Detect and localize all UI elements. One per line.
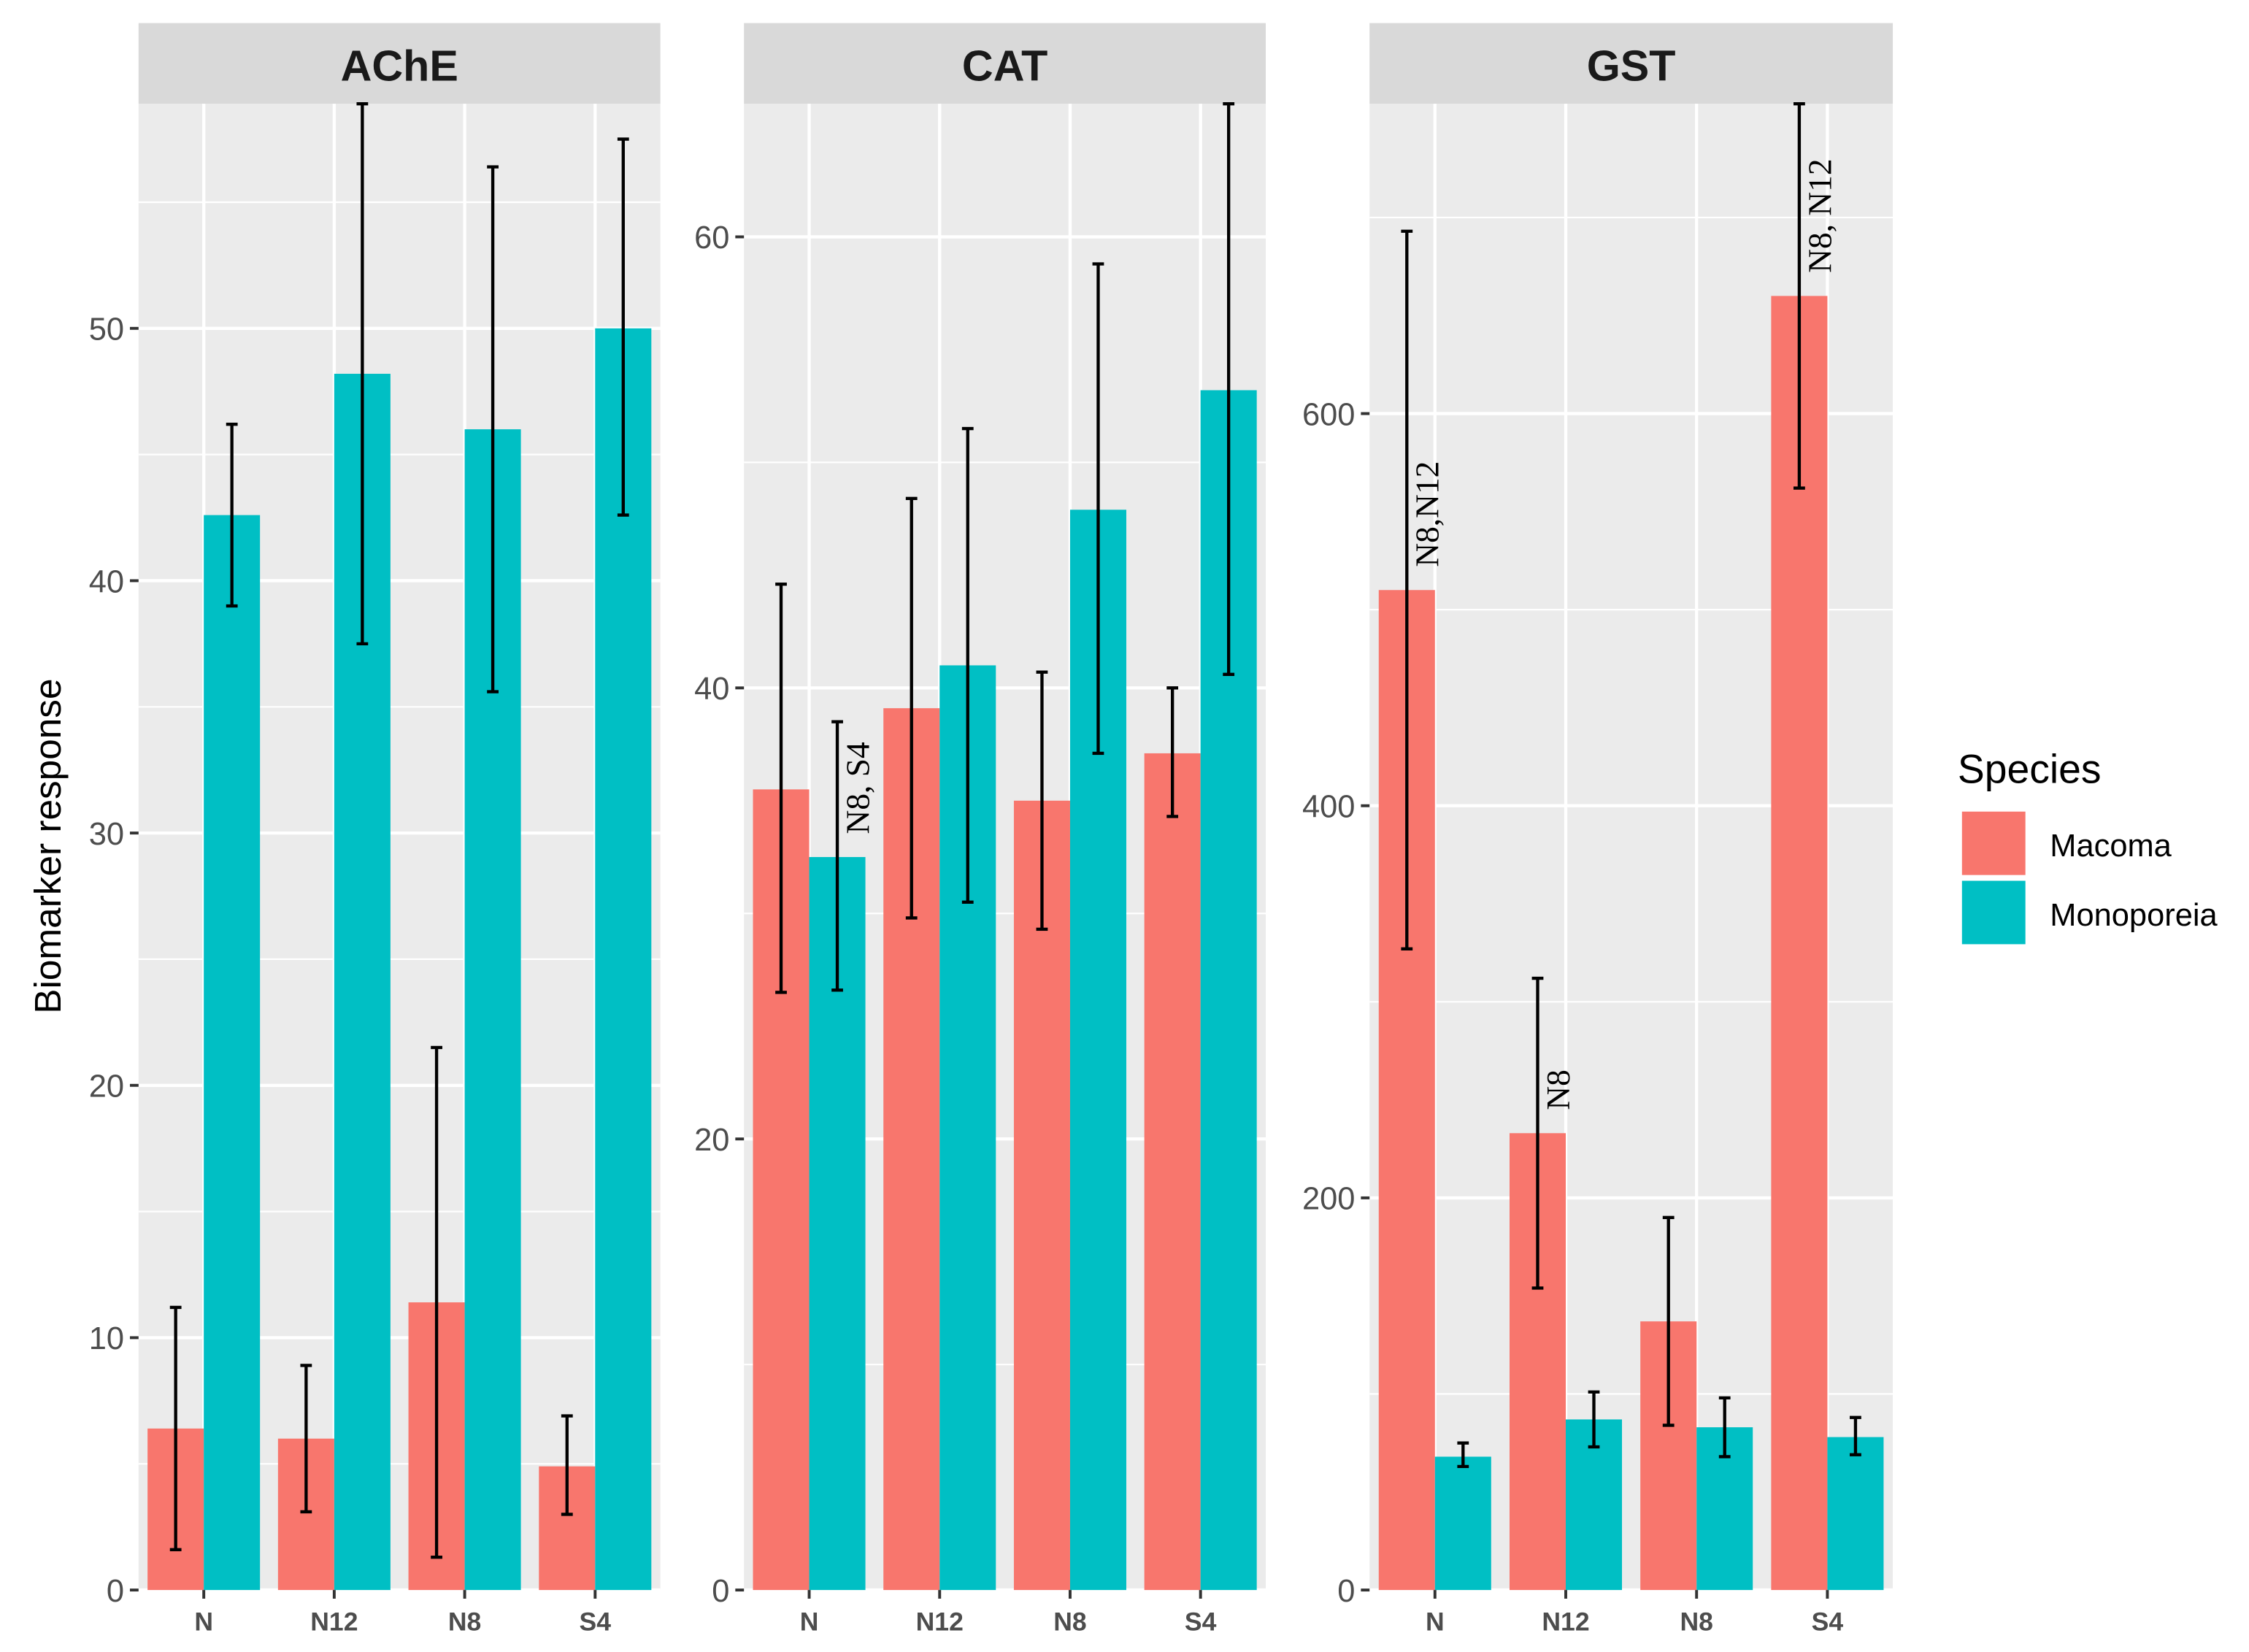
y-tick-label: 50 xyxy=(89,312,124,347)
legend-key-monoporeia xyxy=(1961,880,2026,945)
panel-cat: CAT 0 20 40 60 N8, S4 N N12 N8 S4 xyxy=(694,23,1266,1636)
error-bar-monoporeia-n12 xyxy=(961,426,974,904)
error-bar-macoma-n8 xyxy=(1036,670,1048,931)
x-tick-label: N12 xyxy=(310,1607,358,1636)
y-axis-label: Biomarker response xyxy=(27,678,69,1013)
error-bar-macoma-n12 xyxy=(905,496,918,920)
bar-monoporeia-n xyxy=(204,515,261,1591)
x-tick-label: N xyxy=(194,1607,213,1636)
error-bar-monoporeia-s4 xyxy=(1223,102,1235,676)
error-bar-monoporeia-n12 xyxy=(1588,1390,1600,1449)
error-bar-monoporeia-s4 xyxy=(1850,1415,1861,1456)
legend-title: Species xyxy=(1958,746,2102,791)
error-bar-monoporeia-n xyxy=(226,422,238,608)
x-tick-label: N8 xyxy=(448,1607,481,1636)
y-tick-label: 20 xyxy=(89,1069,124,1104)
y-tick-label: 600 xyxy=(1302,397,1355,432)
x-tick-label: N12 xyxy=(916,1607,964,1636)
error-bar-macoma-n xyxy=(1401,229,1413,950)
error-bar-monoporeia-n xyxy=(831,720,843,992)
legend: Species Macoma Monoporeia xyxy=(1958,746,2218,945)
legend-label-monoporeia: Monoporeia xyxy=(2050,898,2218,933)
y-tick-label: 40 xyxy=(694,672,729,707)
error-bar-macoma-n8 xyxy=(431,1045,442,1559)
error-bar-monoporeia-n8 xyxy=(487,165,499,694)
error-bar-macoma-n12 xyxy=(1531,976,1544,1290)
y-tick-label: 30 xyxy=(89,817,124,852)
y-tick-label: 400 xyxy=(1302,790,1355,825)
significance-annotation: N8 xyxy=(1540,1069,1577,1110)
error-bar-macoma-n8 xyxy=(1662,1215,1675,1427)
x-tick-label: S4 xyxy=(580,1607,612,1636)
facet-strip xyxy=(138,23,661,104)
facet-strip-label: AChE xyxy=(341,42,458,91)
bar-monoporeia-s4 xyxy=(595,328,652,1591)
error-bar-monoporeia-n8 xyxy=(1092,262,1104,756)
x-tick-label: N xyxy=(1426,1607,1445,1636)
facet-strip xyxy=(1369,23,1894,104)
x-tick-label: S4 xyxy=(1812,1607,1844,1636)
x-tick-label: N xyxy=(800,1607,819,1636)
error-bar-macoma-s4 xyxy=(1166,686,1179,818)
error-bar-macoma-n xyxy=(775,583,787,994)
panel-gst: GST 0 200 400 600 N8,N12 N N8 N12 N8 N8, N12 S4 xyxy=(1302,23,1894,1636)
error-bar-macoma-s4 xyxy=(561,1414,573,1516)
legend-label-macoma: Macoma xyxy=(2050,829,2172,864)
y-tick-label: 10 xyxy=(89,1321,124,1356)
significance-annotation: N8, S4 xyxy=(839,742,876,834)
x-tick-label: S4 xyxy=(1185,1607,1217,1636)
x-tick-label: N12 xyxy=(1542,1607,1589,1636)
error-bar-monoporeia-n8 xyxy=(1718,1396,1731,1459)
x-tick-label: N8 xyxy=(1680,1607,1712,1636)
panel-ache: AChE 0 10 20 30 40 50 N N12 N8 S4 xyxy=(89,23,661,1636)
error-bar-monoporeia-s4 xyxy=(617,137,629,517)
y-tick-label: 200 xyxy=(1302,1182,1355,1217)
y-tick-label: 40 xyxy=(89,564,124,599)
significance-annotation: N8,N12 xyxy=(1410,461,1446,567)
bar-macoma-s4 xyxy=(1144,753,1201,1591)
significance-annotation: N8, N12 xyxy=(1802,158,1838,272)
y-tick-label: 0 xyxy=(1337,1574,1355,1609)
x-tick-label: N8 xyxy=(1053,1607,1086,1636)
error-bar-monoporeia-n xyxy=(1457,1441,1469,1469)
y-tick-label: 0 xyxy=(107,1574,124,1609)
y-tick-label: 0 xyxy=(712,1574,729,1609)
y-tick-label: 20 xyxy=(694,1123,729,1158)
bar-monoporeia-s4 xyxy=(1827,1437,1884,1591)
facet-strip xyxy=(744,23,1266,104)
bar-macoma-s4 xyxy=(1771,296,1828,1591)
bar-monoporeia-n xyxy=(1434,1456,1491,1591)
error-bar-macoma-n xyxy=(169,1305,182,1551)
y-tick-label: 60 xyxy=(694,220,729,256)
bar-macoma-n8 xyxy=(1013,800,1070,1591)
error-bar-macoma-n12 xyxy=(300,1364,312,1514)
legend-key-macoma xyxy=(1961,811,2026,875)
error-bar-macoma-s4 xyxy=(1794,102,1805,490)
error-bar-monoporeia-n12 xyxy=(356,102,369,646)
facet-strip-label: GST xyxy=(1587,42,1676,91)
facet-strip-label: CAT xyxy=(962,42,1047,91)
